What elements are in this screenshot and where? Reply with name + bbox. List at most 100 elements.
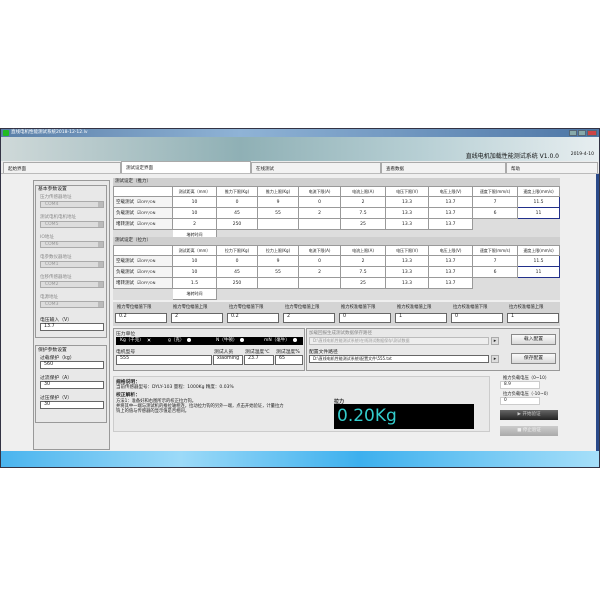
close-button[interactable] — [587, 130, 597, 136]
port-select[interactable]: COM1 — [40, 261, 104, 268]
unit-radio[interactable]: g（克） — [168, 337, 192, 345]
port-select[interactable]: COM4 — [40, 201, 104, 208]
checkbox-icon[interactable]: ☑ — [137, 200, 142, 205]
table-cell[interactable]: 13.7 — [428, 277, 473, 289]
tab-view-data[interactable]: 查看数据 — [381, 162, 506, 173]
config-path-input[interactable]: D:\直线电机性能测试系统\配置文件\555.txt — [309, 355, 489, 363]
start-verify-button[interactable]: ▶ 开始验证 — [500, 410, 558, 420]
table-cell[interactable]: 0 — [216, 255, 258, 267]
checkbox-icon[interactable]: ☑ — [137, 270, 142, 275]
threshold-input[interactable]: 0.2 — [227, 313, 279, 323]
port-select[interactable]: COM5 — [40, 221, 104, 228]
table-cell[interactable]: 7.5 — [340, 207, 386, 219]
checkbox-icon[interactable]: ☑ — [137, 259, 142, 264]
table-cell[interactable]: 55 — [257, 266, 299, 278]
table-cell[interactable]: 13.7 — [428, 196, 473, 208]
stop-verify-button[interactable]: ■ 停止验证 — [500, 426, 558, 436]
threshold-input[interactable]: 0 — [339, 313, 391, 323]
port-select[interactable]: COM3 — [40, 301, 104, 308]
voltage-input[interactable]: 13.7 — [40, 323, 104, 331]
table-cell[interactable]: 13.7 — [428, 218, 473, 230]
protect-input[interactable]: 560 — [40, 361, 104, 369]
table-cell[interactable]: 13.7 — [428, 255, 473, 267]
table-cell[interactable]: 11 — [517, 207, 560, 219]
protect-input[interactable]: 30 — [40, 381, 104, 389]
humidity-input[interactable]: 65 — [275, 355, 303, 365]
table-cell[interactable]: 13.3 — [385, 218, 429, 230]
protect-input[interactable]: 30 — [40, 401, 104, 409]
threshold-input[interactable]: 1 — [507, 313, 559, 323]
threshold-input[interactable]: 2 — [283, 313, 335, 323]
table-cell[interactable]: 1.5 — [172, 277, 217, 289]
temp-input[interactable]: 23.7 — [244, 355, 274, 365]
checkbox-icon[interactable]: ☑ — [137, 281, 142, 286]
table-cell[interactable]: 25 — [340, 277, 386, 289]
port-select[interactable]: COM2 — [40, 281, 104, 288]
port-select[interactable]: COM6 — [40, 241, 104, 248]
table-cell[interactable]: 10 — [172, 266, 217, 278]
table-cell[interactable]: 13.3 — [385, 266, 429, 278]
table-cell[interactable]: 13.3 — [385, 277, 429, 289]
table-cell[interactable]: 2 — [340, 196, 386, 208]
maximize-button[interactable] — [578, 130, 586, 136]
table-cell[interactable]: 7 — [472, 196, 518, 208]
table-cell[interactable]: 10 — [172, 255, 217, 267]
table-cell[interactable]: 11.5 — [517, 196, 560, 208]
unit-radio[interactable]: mN（毫牛） — [264, 337, 297, 345]
table-cell[interactable]: 0 — [298, 196, 341, 208]
table-cell[interactable]: 6 — [472, 207, 518, 219]
tab-test-settings[interactable]: 测试设定界面 — [121, 161, 251, 173]
checkbox-icon[interactable]: ☑ — [137, 211, 142, 216]
table-cell[interactable]: 2 — [298, 266, 341, 278]
table-cell[interactable]: 13.3 — [385, 196, 429, 208]
table-cell[interactable]: 6 — [472, 266, 518, 278]
tab-online-test[interactable]: 在线测试 — [251, 162, 381, 173]
save-config-button[interactable]: 保存配置 — [511, 353, 556, 364]
pull-voltage-input[interactable]: 0 — [500, 397, 540, 405]
table-cell[interactable]: 9 — [257, 255, 299, 267]
table-cell[interactable] — [257, 218, 299, 230]
table-cell[interactable]: 7.5 — [340, 266, 386, 278]
table-cell[interactable]: 10 — [172, 196, 217, 208]
table-cell[interactable]: 55 — [257, 207, 299, 219]
threshold-input[interactable]: 0 — [451, 313, 503, 323]
table-cell[interactable]: 13.3 — [385, 255, 429, 267]
unit-radio[interactable]: Kg（千克） — [120, 337, 151, 345]
table-cell[interactable]: 11 — [517, 266, 560, 278]
threshold-input[interactable]: 1 — [395, 313, 447, 323]
threshold-input[interactable]: 2 — [171, 313, 223, 323]
table-cell[interactable]: 2 — [298, 207, 341, 219]
table-cell[interactable]: 250 — [216, 277, 258, 289]
table-cell[interactable]: 2 — [172, 218, 217, 230]
table-cell[interactable]: 25 — [340, 218, 386, 230]
table-cell[interactable]: 250 — [216, 218, 258, 230]
threshold-input[interactable]: 0.2 — [115, 313, 167, 323]
table-cell[interactable] — [298, 218, 341, 230]
minimize-button[interactable] — [569, 130, 577, 136]
table-cell[interactable]: 7 — [472, 255, 518, 267]
table-cell[interactable]: 10 — [172, 207, 217, 219]
browse-folder-icon[interactable]: ▸ — [491, 355, 499, 363]
table-cell[interactable]: 9 — [257, 196, 299, 208]
tab-help[interactable]: 帮助 — [506, 162, 598, 173]
checkbox-icon[interactable]: ☑ — [137, 222, 142, 227]
motor-model-input[interactable]: 555 — [116, 355, 212, 365]
table-cell[interactable]: 2 — [340, 255, 386, 267]
data-path-input[interactable]: D:\直线电机性能测试系统\在线测试数据保存\测试数据 — [309, 337, 489, 345]
tab-start[interactable]: 起始界面 — [3, 162, 121, 173]
table-cell[interactable]: 13.3 — [385, 207, 429, 219]
table-cell[interactable]: 0 — [216, 196, 258, 208]
browse-folder-icon[interactable]: ▸ — [491, 337, 499, 345]
table-cell[interactable] — [257, 277, 299, 289]
push-voltage-input[interactable]: 8.9 — [500, 381, 540, 389]
table-cell[interactable]: 45 — [216, 207, 258, 219]
unit-radio[interactable]: N（牛顿） — [216, 337, 245, 345]
table-cell[interactable]: 45 — [216, 266, 258, 278]
tester-input[interactable]: xiaoming — [213, 355, 243, 365]
table-cell[interactable]: 13.7 — [428, 266, 473, 278]
load-config-button[interactable]: 载入配置 — [511, 334, 556, 345]
table-cell[interactable]: 0 — [298, 255, 341, 267]
table-cell[interactable]: 11.5 — [517, 255, 560, 267]
table-cell[interactable] — [298, 277, 341, 289]
table-cell[interactable]: 13.7 — [428, 207, 473, 219]
